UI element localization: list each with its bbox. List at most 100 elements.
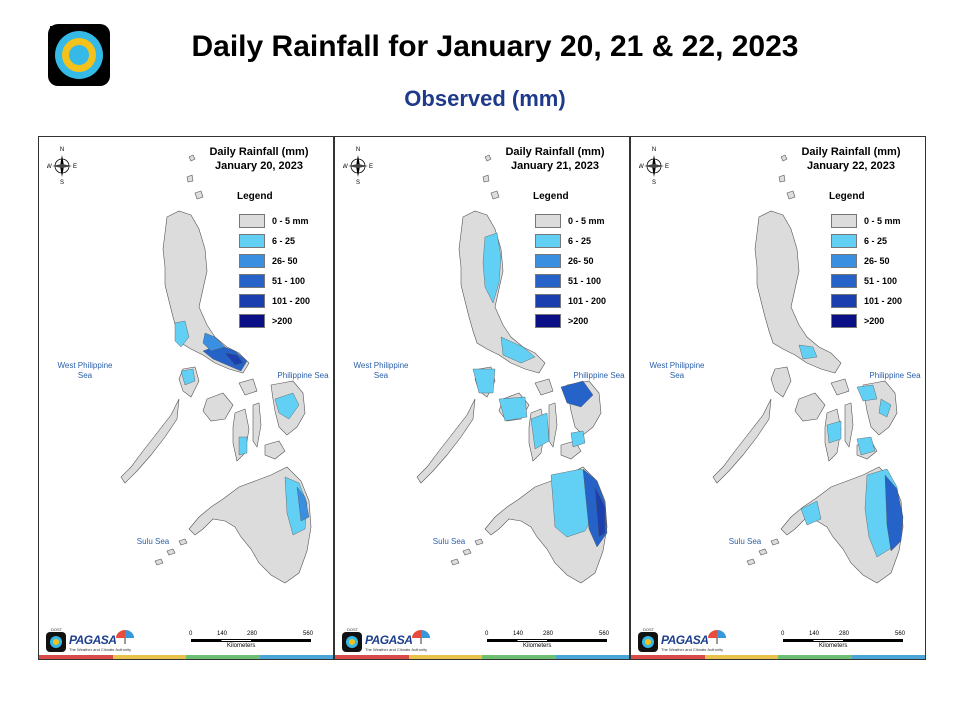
scale-bar: 0 140 280 560 Kilometers [187,631,317,651]
legend: 0 - 5 mm 6 - 25 26- 50 51 - 100 101 - 200 >20… [831,211,902,331]
rainfall-area [530,412,550,450]
legend-swatch [535,294,561,308]
legend-item: 26- 50 [831,251,902,271]
rainfall-area [856,436,876,456]
umbrella-icon [412,630,430,644]
region-masbate [534,378,554,396]
region-batanes [778,154,796,200]
legend-label: 6 - 25 [272,236,296,246]
pagasa-emblem-icon [46,632,66,652]
region-sulu [746,538,780,566]
panel-heading-title: Daily Rainfall (mm) [209,146,309,158]
rainfall-area [856,384,878,402]
pagasa-tagline: The Weather and Climate Authority [365,647,428,652]
scale-bar-graphic [783,639,903,642]
pagasa-emblem-icon [342,632,362,652]
legend-title: Legend [237,191,273,202]
philippines-map [120,154,312,584]
compass-e: E [665,164,669,170]
rainfall-map-panel-2: N S W E Daily Rainfall (mm) January 21, … [334,136,630,660]
legend-title: Legend [533,191,569,202]
legend-label: 101 - 200 [864,296,903,306]
legend-swatch [831,234,857,248]
rainfall-map-panel-3: N S W E Daily Rainfall (mm) January 22, … [630,136,926,660]
region-mindanao [188,466,312,584]
stripe-segment [555,655,629,659]
scale-tick: 280 [839,631,850,637]
rainfall-area [238,436,248,456]
scale-bar-graphic [487,639,607,642]
legend-swatch [239,214,265,228]
scale-tick: 140 [217,631,228,637]
rainfall-area [224,352,244,366]
compass-w: W [47,164,52,170]
rainfall-area [498,396,528,422]
compass-w: W [343,164,348,170]
sea-label-philippine: Philippine Sea [869,371,921,380]
legend-item: 51 - 100 [831,271,902,291]
stripe-segment [631,655,705,659]
legend: 0 - 5 mm 6 - 25 26- 50 51 - 100 101 - 200 >20… [239,211,310,331]
region-palawan [416,398,476,484]
rainfall-area [180,368,196,386]
legend-item: 51 - 100 [239,271,310,291]
dost-label: DOST [643,627,655,632]
legend-item: 101 - 200 [831,291,902,311]
umbrella-icon [708,630,726,644]
rainfall-area [570,430,586,448]
pagasa-wordmark: PAGASA [69,633,117,647]
sea-label-west: West Philippine Sea [57,361,113,380]
legend-item: 0 - 5 mm [831,211,902,231]
rainfall-area [826,420,842,444]
rainfall-area [594,486,606,538]
legend-swatch [535,234,561,248]
legend-label: 26- 50 [272,256,298,266]
panel-heading: Daily Rainfall (mm) January 22, 2023 [791,145,911,173]
compass-s: S [356,180,360,185]
sea-label-sulu: Sulu Sea [728,537,762,546]
region-sulu [154,538,188,566]
legend-swatch [535,274,561,288]
rainfall-area [274,392,300,420]
scale-tick: 0 [189,631,193,637]
legend-label: 26- 50 [568,256,594,266]
color-stripe [335,655,629,659]
dost-label: DOST [51,627,63,632]
legend-item: 0 - 5 mm [239,211,310,231]
compass-n: N [356,147,360,153]
scale-bar-graphic [191,639,311,642]
region-luzon [162,210,250,374]
color-stripe [39,655,333,659]
scale-tick: 140 [513,631,524,637]
sea-label-west: West Philippine Sea [649,361,705,380]
compass-rose-icon: N S W E [343,147,373,185]
rainfall-area [296,486,310,522]
legend-label: >200 [272,316,293,326]
rainfall-area [500,336,536,364]
stripe-segment [112,655,186,659]
pagasa-logo [48,24,110,86]
color-stripe [631,655,925,659]
legend-swatch [535,214,561,228]
scale-tick: 560 [599,631,610,637]
panel-heading-title: Daily Rainfall (mm) [801,146,901,158]
compass-e: E [73,164,77,170]
scale-tick: 140 [809,631,820,637]
page-title: Daily Rainfall for January 20, 21 & 22, … [191,30,799,63]
rainfall-area [472,368,496,394]
legend-swatch [239,294,265,308]
scale-unit: Kilometers [227,643,256,649]
stripe-segment [186,655,260,659]
legend-label: >200 [864,316,885,326]
page-subtitle: Observed (mm) [404,86,566,111]
stripe-segment [335,655,409,659]
pagasa-emblem-icon [638,632,658,652]
region-luzon [754,210,842,374]
compass-n: N [652,147,656,153]
legend-swatch [239,274,265,288]
scale-tick: 560 [895,631,906,637]
legend-item: 6 - 25 [535,231,606,251]
stripe-segment [704,655,778,659]
legend-item: 26- 50 [239,251,310,271]
region-cebu [844,402,854,448]
